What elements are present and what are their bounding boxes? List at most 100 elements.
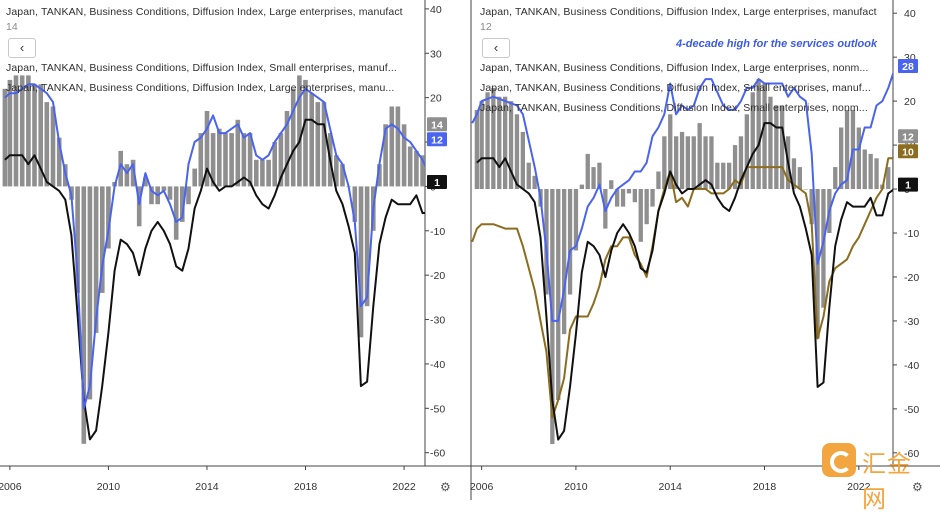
left-bar <box>278 133 284 187</box>
left-bar <box>266 159 271 187</box>
right-bar <box>922 136 926 189</box>
left-bar <box>198 133 204 187</box>
left-bar <box>100 186 105 293</box>
left-bar <box>19 75 25 187</box>
right-bar <box>514 114 520 189</box>
left-bar <box>297 75 302 187</box>
left-bar <box>340 164 345 187</box>
left-series-line <box>4 83 425 410</box>
left-legend-line-3: Japan, TANKAN, Business Conditions, Diff… <box>6 82 395 94</box>
left-bar <box>217 128 222 187</box>
left-value-badge <box>427 117 447 132</box>
right-bar <box>662 136 667 190</box>
right-bar <box>644 189 649 225</box>
watermark-icon <box>822 443 856 477</box>
right-bar <box>679 131 685 190</box>
left-bar <box>334 155 339 187</box>
left-bar <box>204 111 210 187</box>
right-value-badge-label: 1 <box>905 180 911 192</box>
right-bar <box>609 180 614 189</box>
gear-icon[interactable]: ⚙ <box>912 480 923 494</box>
left-bar <box>457 129 462 187</box>
left-legend-line-2: Japan, TANKAN, Business Conditions, Diff… <box>6 62 397 74</box>
right-bar <box>656 171 661 190</box>
gear-icon[interactable]: ⚙ <box>440 480 451 494</box>
right-bar <box>768 96 773 189</box>
right-plot-area <box>471 70 926 444</box>
left-bar <box>407 146 413 187</box>
right-x-tick-label: 2006 <box>470 481 494 493</box>
right-legend-line-1: Japan, TANKAN, Business Conditions, Diff… <box>480 6 877 18</box>
right-bar <box>833 167 838 190</box>
right-bar <box>508 101 514 189</box>
left-bar <box>395 106 401 187</box>
left-x-tick-label: 2022 <box>392 481 416 493</box>
left-bar <box>414 150 419 187</box>
left-collapse-button[interactable]: ‹ <box>8 38 36 58</box>
right-bar <box>732 145 738 190</box>
left-bar <box>32 84 37 187</box>
right-bar <box>821 189 826 308</box>
right-bar <box>756 79 761 189</box>
left-bar <box>143 177 148 187</box>
left-bar <box>186 186 191 205</box>
left-bar <box>235 119 241 187</box>
left-bar <box>50 106 56 187</box>
right-bar <box>780 105 785 189</box>
right-bar <box>579 184 584 189</box>
right-bar <box>674 136 679 190</box>
right-bar <box>562 189 567 335</box>
right-y-tick-label: 30 <box>904 52 916 64</box>
left-value-badge-label: 1 <box>434 177 440 189</box>
right-bar <box>839 127 844 189</box>
left-plot-area <box>2 75 475 444</box>
left-bar <box>389 106 395 187</box>
left-bar <box>290 88 296 187</box>
left-bar <box>192 168 197 187</box>
right-bar <box>632 189 637 203</box>
right-bar <box>721 162 726 190</box>
left-bar <box>223 133 228 187</box>
left-bar <box>124 164 130 187</box>
right-value-badge-label: 12 <box>902 131 914 143</box>
left-bar <box>364 186 370 307</box>
right-bar <box>797 167 802 190</box>
right-bar <box>709 136 714 190</box>
right-x-tick-label: 2010 <box>564 481 588 493</box>
left-bar <box>352 186 358 222</box>
left-x-tick-label: 2014 <box>195 481 219 493</box>
left-y-tick-label: -20 <box>430 270 445 282</box>
right-value-badge-label: 28 <box>902 61 914 73</box>
left-bar <box>272 142 277 187</box>
left-bar <box>136 186 142 227</box>
left-y-tick-label: -10 <box>430 226 445 238</box>
left-bar <box>241 133 247 187</box>
left-y-tick-label: 30 <box>430 48 442 60</box>
left-bar <box>229 133 234 187</box>
left-y-tick-label: 20 <box>430 93 442 105</box>
right-bar <box>620 189 626 207</box>
chart-canvas: 403020100-10-20-30-40-50-602006201020142… <box>0 0 940 500</box>
left-bar <box>210 133 216 187</box>
left-bar <box>2 88 8 187</box>
right-bar <box>497 96 502 189</box>
right-bar <box>738 136 744 190</box>
left-bar <box>377 164 382 187</box>
left-y-tick-label: -50 <box>430 403 445 415</box>
right-bar <box>844 109 850 189</box>
left-bar <box>180 186 185 222</box>
left-bar <box>470 124 475 186</box>
right-bar <box>491 87 496 189</box>
right-bar <box>703 136 708 190</box>
watermark-logo: 汇金网 <box>818 441 936 513</box>
left-bar <box>93 186 99 333</box>
left-x-tick-label: 2006 <box>0 481 22 493</box>
right-bar <box>856 127 861 189</box>
right-collapse-button[interactable]: ‹ <box>482 38 510 58</box>
right-bar <box>750 92 755 189</box>
left-bar <box>44 102 50 187</box>
left-bar <box>420 155 425 187</box>
left-bar <box>26 75 31 187</box>
left-bar <box>81 186 87 444</box>
right-bar <box>597 162 602 190</box>
